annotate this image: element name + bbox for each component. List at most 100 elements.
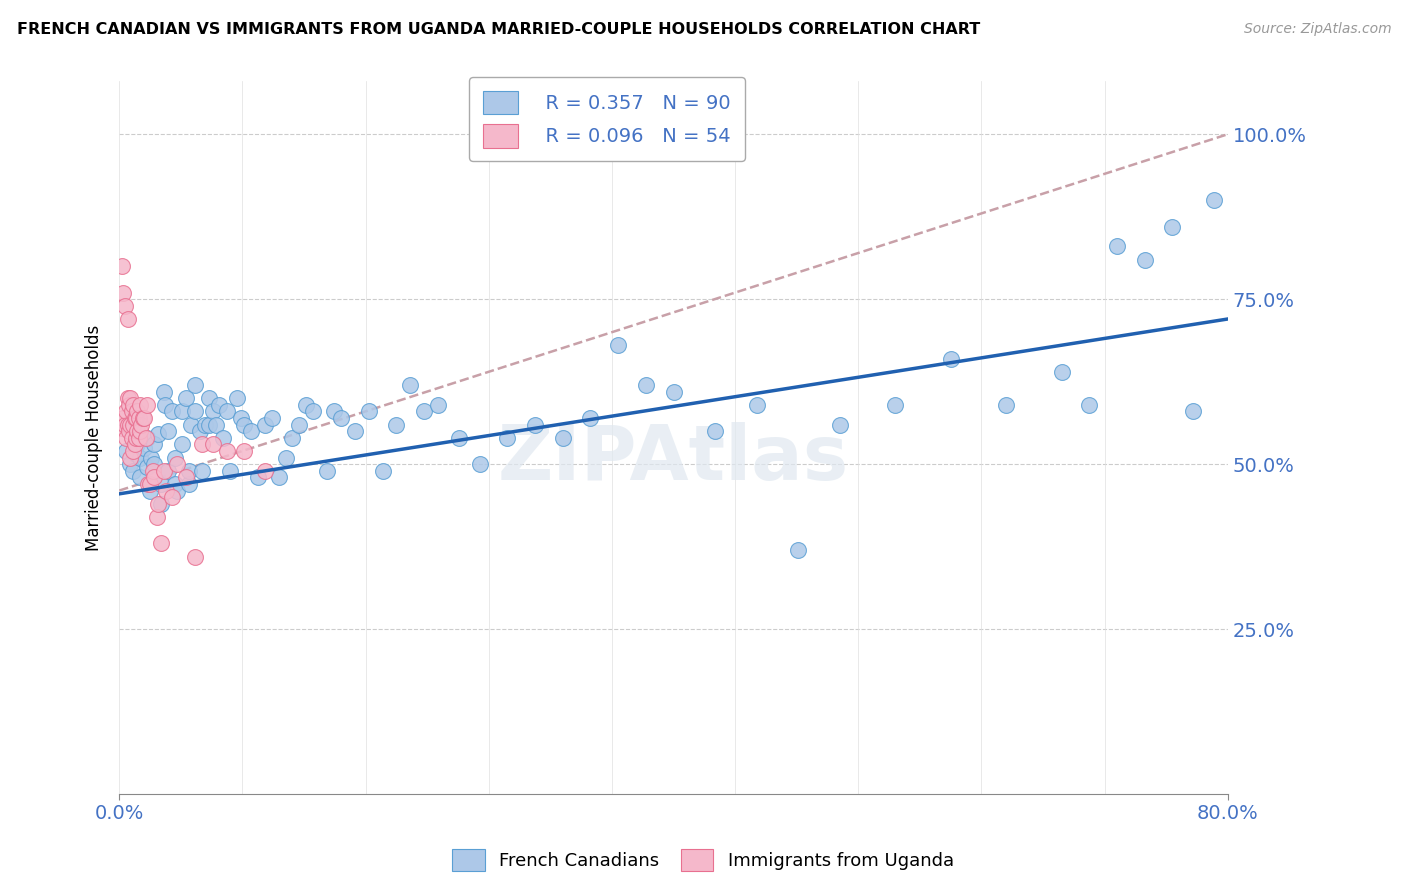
Point [117, 312, 139, 326]
Point [129, 470, 152, 484]
Point [149, 477, 172, 491]
Point [163, 477, 186, 491]
Y-axis label: Married-couple Households: Married-couple Households [86, 325, 103, 551]
Point [253, 417, 276, 432]
Point [129, 398, 152, 412]
Point [884, 398, 907, 412]
Point [357, 404, 380, 418]
Point [121, 404, 143, 418]
Point [385, 417, 408, 432]
Point [191, 437, 214, 451]
Point [295, 398, 318, 412]
Point [155, 483, 177, 498]
Point [125, 447, 148, 461]
Point [226, 391, 249, 405]
Point [120, 417, 142, 432]
Point [607, 338, 630, 352]
Point [152, 464, 174, 478]
Point [134, 411, 156, 425]
Point [122, 417, 145, 432]
Text: Source: ZipAtlas.com: Source: ZipAtlas.com [1244, 22, 1392, 37]
Point [118, 398, 141, 412]
Point [1133, 252, 1156, 267]
Point [125, 411, 148, 425]
Point [141, 464, 163, 478]
Point [219, 464, 242, 478]
Point [184, 549, 207, 564]
Point [142, 437, 165, 451]
Point [239, 424, 262, 438]
Point [129, 450, 152, 465]
Point [205, 417, 228, 432]
Point [112, 411, 135, 425]
Point [828, 417, 851, 432]
Point [156, 464, 179, 478]
Point [1161, 219, 1184, 234]
Point [111, 259, 134, 273]
Legend: French Canadians, Immigrants from Uganda: French Canadians, Immigrants from Uganda [444, 842, 962, 879]
Point [115, 404, 138, 418]
Point [704, 424, 727, 438]
Point [121, 431, 143, 445]
Point [170, 437, 193, 451]
Point [115, 444, 138, 458]
Point [745, 398, 768, 412]
Point [127, 437, 149, 451]
Point [288, 417, 311, 432]
Point [132, 411, 155, 425]
Point [156, 424, 179, 438]
Point [120, 391, 142, 405]
Point [142, 470, 165, 484]
Point [634, 378, 657, 392]
Point [127, 424, 149, 438]
Point [551, 431, 574, 445]
Point [202, 404, 225, 418]
Point [122, 464, 145, 478]
Point [160, 490, 183, 504]
Point [302, 404, 325, 418]
Point [399, 378, 422, 392]
Point [153, 398, 176, 412]
Point [323, 404, 346, 418]
Point [198, 417, 221, 432]
Point [426, 398, 449, 412]
Point [139, 450, 162, 465]
Point [177, 477, 200, 491]
Point [496, 431, 519, 445]
Point [125, 431, 148, 445]
Point [146, 427, 169, 442]
Point [136, 398, 159, 412]
Point [468, 457, 491, 471]
Point [523, 417, 546, 432]
Point [136, 431, 159, 445]
Point [152, 384, 174, 399]
Point [316, 464, 339, 478]
Point [146, 497, 169, 511]
Point [115, 431, 138, 445]
Point [787, 543, 810, 558]
Point [122, 398, 145, 412]
Point [180, 417, 202, 432]
Point [579, 411, 602, 425]
Point [138, 477, 160, 491]
Point [662, 384, 685, 399]
Point [166, 483, 188, 498]
Point [134, 441, 156, 455]
Point [145, 510, 167, 524]
Point [274, 450, 297, 465]
Text: FRENCH CANADIAN VS IMMIGRANTS FROM UGANDA MARRIED-COUPLE HOUSEHOLDS CORRELATION : FRENCH CANADIAN VS IMMIGRANTS FROM UGAND… [17, 22, 980, 37]
Point [129, 424, 152, 438]
Point [447, 431, 470, 445]
Point [163, 450, 186, 465]
Point [166, 457, 188, 471]
Point [136, 460, 159, 475]
Point [120, 450, 142, 465]
Point [217, 444, 239, 458]
Point [135, 431, 157, 445]
Point [191, 464, 214, 478]
Point [131, 417, 153, 432]
Point [117, 391, 139, 405]
Point [231, 411, 253, 425]
Point [127, 404, 149, 418]
Point [371, 464, 394, 478]
